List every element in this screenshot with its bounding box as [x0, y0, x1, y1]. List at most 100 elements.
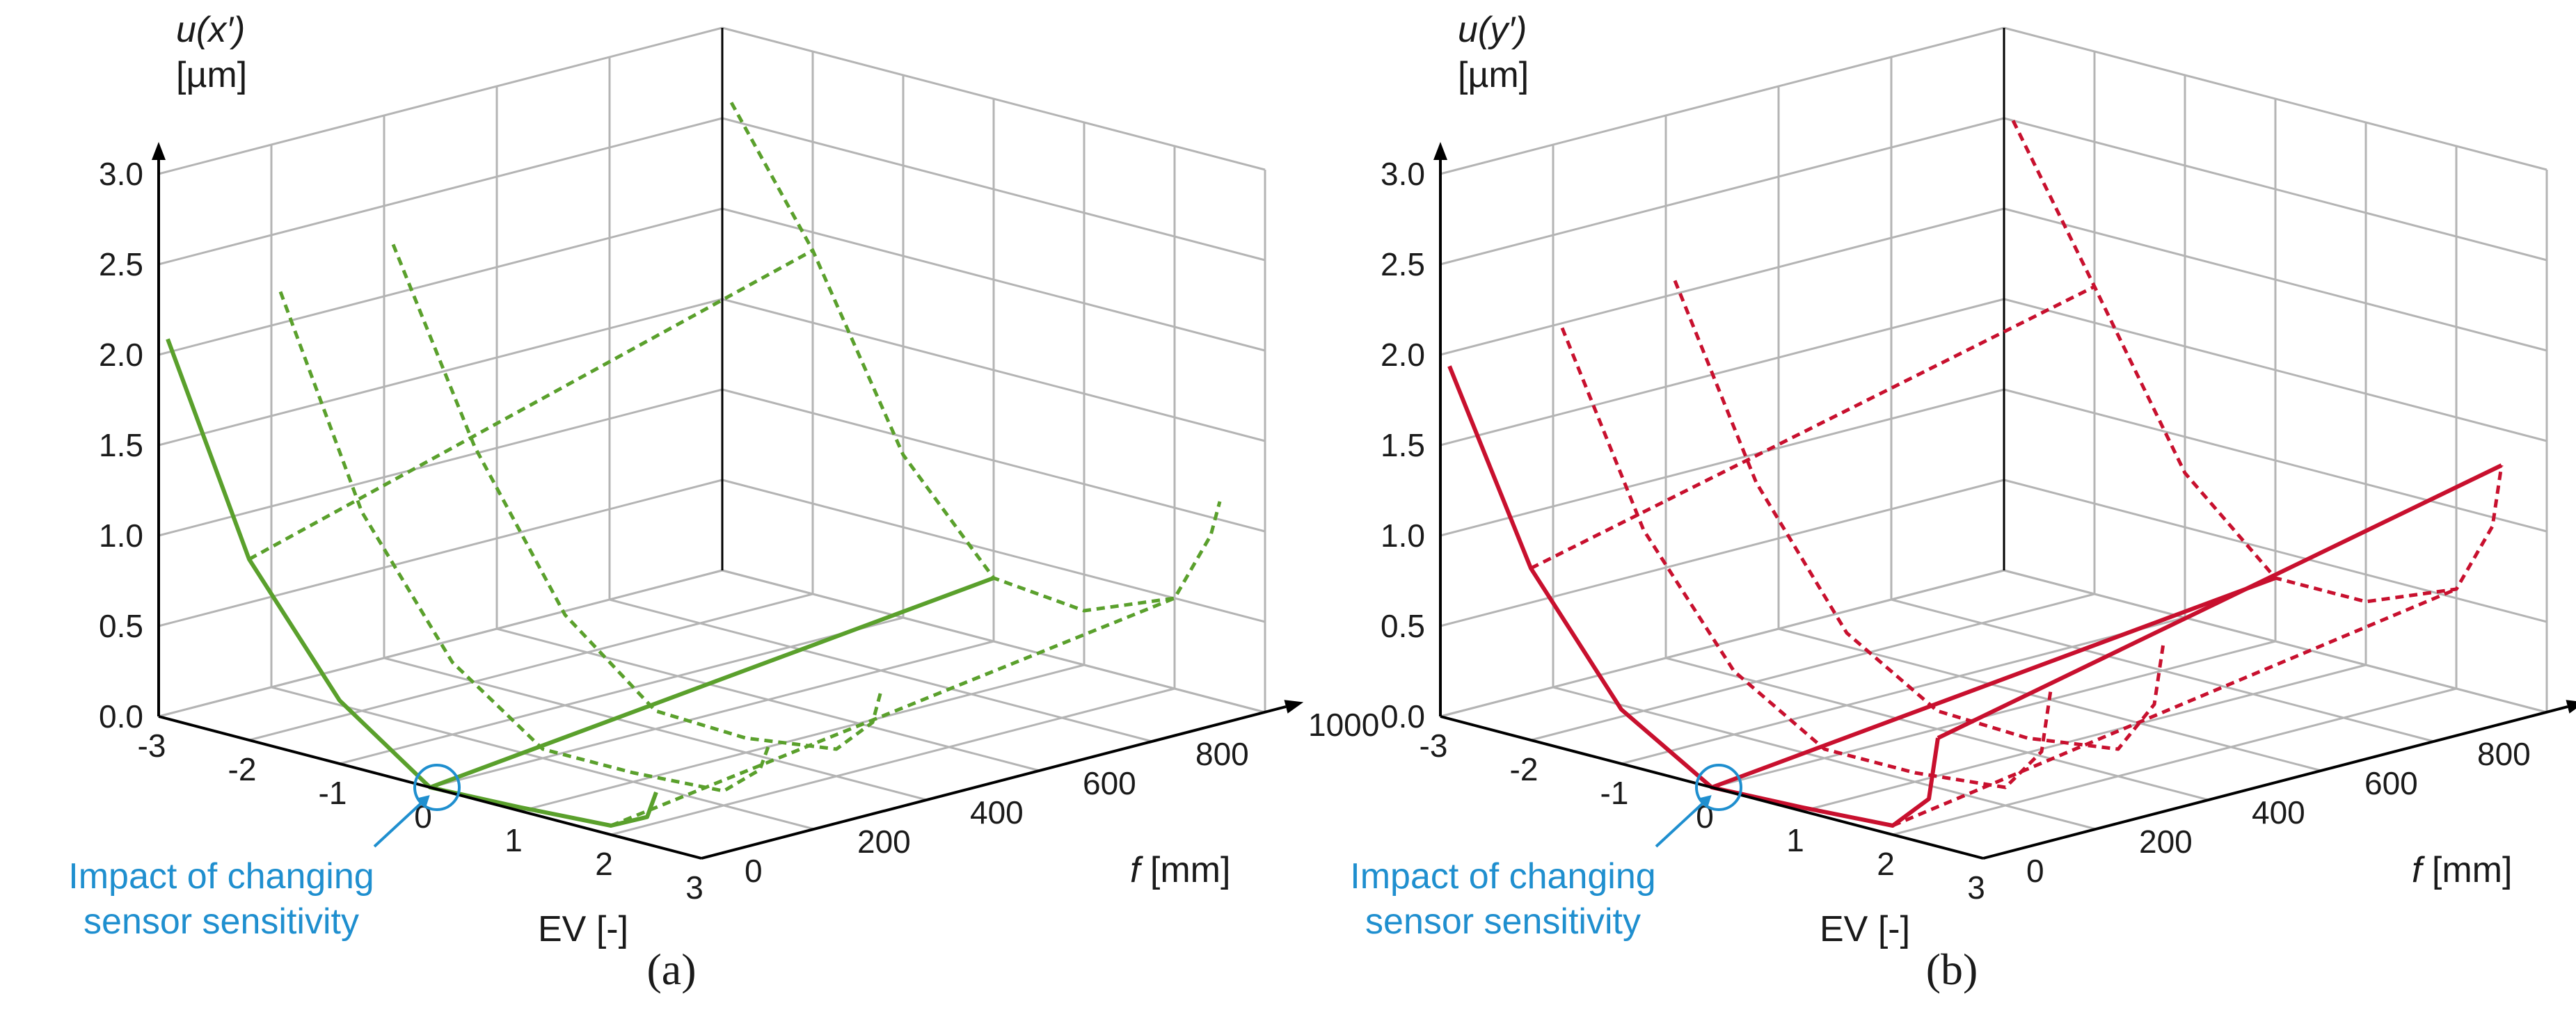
grid-side-u-line	[1440, 298, 2005, 447]
panel-b-y-label-var: f	[2412, 850, 2425, 890]
grid-floor-f-line	[1552, 686, 2097, 831]
ev-curve-f1000	[729, 102, 1222, 613]
f-line-ev2.5	[1937, 463, 2503, 740]
f-tick-label: 600	[1083, 765, 1136, 801]
f-tick-label: 0	[2026, 853, 2044, 889]
z-tick-label: 3.0	[99, 156, 143, 192]
ev-tick-label: 1	[504, 822, 523, 858]
grid-back-u-line	[2003, 117, 2547, 262]
f-tick-label: 800	[2477, 736, 2531, 772]
panel-b-curves	[1447, 120, 2504, 828]
grid-floor-ev-line	[1892, 687, 2457, 836]
grid-side-u-line	[158, 569, 723, 718]
grid-back-u-line	[722, 117, 1266, 262]
grid-floor-ev-line	[1802, 664, 2367, 812]
z-tick-label: 0.5	[1381, 608, 1425, 644]
grid-floor-f-line	[1665, 657, 2209, 801]
panel-b-z-label-var: u(y′)	[1458, 10, 1527, 50]
z-tick-label: 1.5	[99, 427, 143, 463]
ev-tick-label: 1	[1786, 822, 1804, 858]
grid-floor-f-line	[271, 686, 815, 831]
f-line-ev2	[1892, 587, 2457, 828]
grid-floor-ev-line	[610, 687, 1175, 836]
panel-a-annotation-circle	[413, 764, 461, 811]
z-tick-label: 2.0	[99, 337, 143, 373]
panel-b-annotation-circle	[1695, 764, 1742, 811]
panel-b-z-label-unit: [µm]	[1458, 55, 1529, 95]
grid-back-u-line	[2003, 298, 2547, 442]
f-tick-label: 600	[2364, 765, 2418, 801]
grid-back-u-line	[722, 569, 1266, 714]
panel-a-y-label-unit: [mm]	[1140, 850, 1230, 890]
ev-tick-label: 3	[1967, 869, 1985, 906]
grid-side-u-line	[158, 26, 723, 175]
f-line-ev2	[610, 596, 1175, 828]
panel-b-y-label: f [mm]	[2412, 850, 2512, 890]
f-tick-label: 200	[857, 824, 911, 860]
grid-floor-ev-line	[339, 616, 904, 765]
ev-tick-label: -1	[319, 775, 347, 811]
grid-side-u-line	[158, 388, 723, 537]
ev-axis-line	[1440, 715, 1984, 860]
z-tick-label: 2.5	[1381, 246, 1425, 282]
f-axis-line	[701, 705, 1287, 860]
z-axis-arrowhead	[1433, 142, 1447, 160]
grid-back-u-line	[2003, 569, 2547, 714]
z-tick-label: 2.5	[99, 246, 143, 282]
panel-a-y-label-var: f	[1130, 850, 1143, 890]
z-tick-label: 1.5	[1381, 427, 1425, 463]
f-tick-label: 0	[745, 853, 763, 889]
grid-back-u-line	[2003, 479, 2547, 623]
grid-back-u-line	[722, 479, 1266, 623]
ev-curve-f400	[1673, 280, 2165, 751]
ev-curve-f0	[166, 338, 658, 828]
z-tick-label: 2.0	[1381, 337, 1425, 373]
grid-back-u-line	[2003, 26, 2547, 171]
grid-floor-ev-line	[520, 664, 1085, 812]
panel-b-annotation-arrow	[1655, 801, 1705, 848]
ev-tick-label: -3	[138, 728, 166, 764]
grid-side-u-line	[1440, 117, 2005, 266]
ev-curve-f200	[278, 291, 771, 793]
z-tick-label: 0.0	[99, 698, 143, 735]
grid-back-u-line	[722, 26, 1266, 171]
panel-b-annotation-arrowhead	[1699, 795, 1712, 808]
grid-floor-ev-line	[1621, 616, 2186, 765]
grid-side-u-line	[1440, 569, 2005, 718]
f-tick-label: 200	[2139, 824, 2193, 860]
grid-floor-f-line	[609, 598, 1153, 743]
grid-floor-ev-line	[1530, 593, 2095, 741]
grid-side-u-line	[158, 479, 723, 627]
panel-a-annotation-arrowhead	[417, 795, 430, 808]
grid-floor-ev-line	[248, 593, 813, 741]
f-axis-line	[1982, 705, 2568, 860]
f-line-ev-2	[248, 248, 814, 561]
grid-side-u-line	[1440, 479, 2005, 627]
panel-b-y-label-unit: [mm]	[2422, 850, 2512, 890]
panel-a-curves	[166, 102, 1222, 828]
f-line-ev0	[1710, 576, 2277, 789]
panel-a-annotation-line2: sensor sensitivity	[84, 901, 359, 942]
f-line-ev-2	[1529, 284, 2096, 570]
panel-a-axes	[152, 142, 1304, 860]
grid-side-u-line	[1440, 388, 2005, 537]
ev-curve-f0	[1447, 365, 1940, 828]
z-tick-label: 3.0	[1381, 156, 1425, 192]
ev-tick-label: 2	[1877, 846, 1895, 882]
panel-b-x-label: EV [-]	[1820, 909, 1910, 949]
z-axis-arrowhead	[152, 142, 166, 160]
panel-b-grid	[1439, 26, 2548, 860]
panel-a-y-label: f [mm]	[1130, 850, 1230, 890]
f-tick-label: 1000	[1308, 707, 1379, 743]
panel-b-axes	[1433, 142, 2576, 860]
grid-floor-f-line	[383, 657, 928, 801]
grid-side-u-line	[1440, 207, 2005, 356]
grid-floor-f-line	[496, 627, 1040, 772]
ev-axis-line	[158, 715, 702, 860]
grid-floor-f-line	[1891, 598, 2435, 743]
panel-a-annotation-arrow	[373, 801, 423, 848]
